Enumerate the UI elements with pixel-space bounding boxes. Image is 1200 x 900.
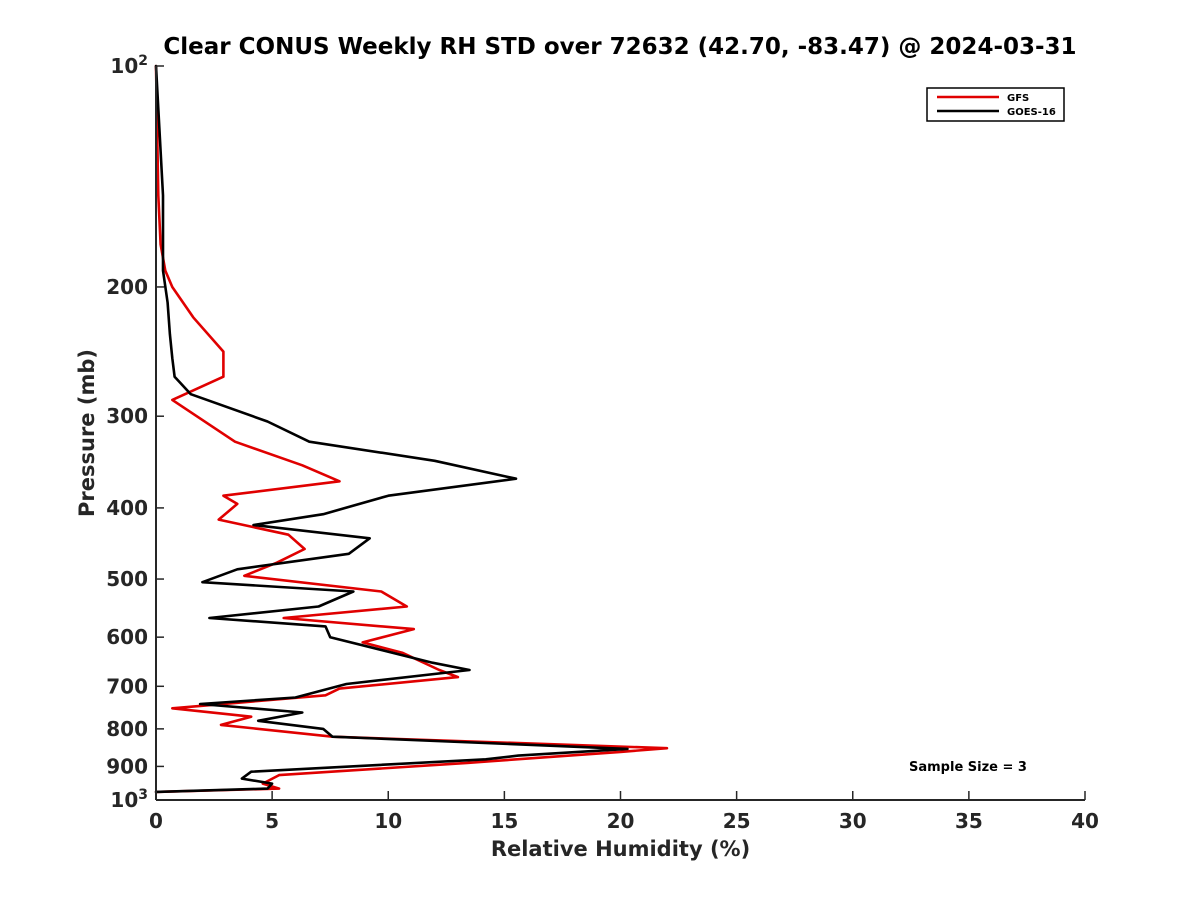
sample-size-annotation: Sample Size = 3: [909, 760, 1027, 775]
series-line-goes-16: [154, 64, 629, 794]
legend-label-goes-16: GOES-16: [1007, 107, 1056, 118]
x-tick-label: 40: [1071, 809, 1099, 833]
legend-label-gfs: GFS: [1007, 93, 1029, 104]
x-tick-label: 0: [149, 809, 163, 833]
y-tick-label: 400: [106, 496, 148, 520]
legend-box: [926, 87, 1065, 122]
y-tick-label: 900: [106, 754, 148, 778]
y-tick-label: 102: [110, 53, 148, 78]
y-tick-label: 200: [106, 275, 148, 299]
series-lines: [154, 64, 669, 794]
y-axis: 102 200 300 400 500 600 700 800 900 103: [106, 53, 164, 812]
x-tick-label: 20: [607, 809, 635, 833]
y-tick-label: 700: [106, 674, 148, 698]
chart-title: Clear CONUS Weekly RH STD over 72632 (42…: [163, 34, 1076, 60]
x-tick-label: 25: [723, 809, 751, 833]
y-axis-label: Pressure (mb): [75, 349, 99, 517]
x-tick-label: 30: [839, 809, 867, 833]
x-tick-label: 35: [955, 809, 983, 833]
x-tick-label: 5: [265, 809, 279, 833]
plot-area: 0 5 10 15 20 25 30 35 40 102 200 300 400 500 600 700 80…: [106, 53, 1099, 833]
x-tick-label: 15: [490, 809, 518, 833]
y-tick-label: 800: [106, 717, 148, 741]
y-tick-label: 300: [106, 404, 148, 428]
legend: GFS GOES-16: [926, 87, 1065, 122]
x-axis-label: Relative Humidity (%): [491, 837, 750, 861]
y-tick-label: 103: [110, 787, 148, 812]
y-tick-label: 500: [106, 567, 148, 591]
x-tick-label: 10: [374, 809, 402, 833]
x-axis: 0 5 10 15 20 25 30 35 40: [149, 791, 1099, 833]
y-tick-label: 600: [106, 625, 148, 649]
